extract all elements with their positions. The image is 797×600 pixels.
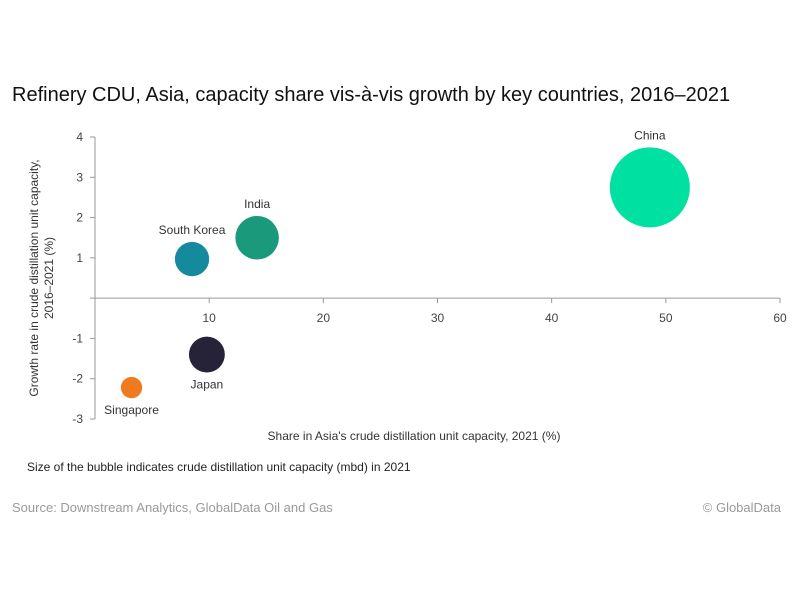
chart-title: Refinery CDU, Asia, capacity share vis-à…	[12, 84, 731, 106]
x-tick-labels: 10 20 30 40 50 60	[202, 311, 787, 325]
bubble-label-india: India	[244, 197, 270, 211]
y-tick-label: -2	[72, 372, 83, 386]
bubble-singapore	[120, 376, 143, 399]
bubble-size-note: Size of the bubble indicates crude disti…	[27, 460, 411, 474]
bubble-china	[609, 147, 690, 228]
y-tick-label: -3	[72, 412, 83, 426]
copyright-text: © GlobalData	[702, 500, 781, 515]
source-text: Source: Downstream Analytics, GlobalData…	[12, 500, 333, 515]
bubble-india	[235, 215, 279, 260]
bubble-japan	[188, 336, 225, 373]
bubble-labels: China India South Korea Japan Singapore	[104, 128, 666, 417]
bubble-label-japan: Japan	[191, 377, 224, 391]
bubble-label-china: China	[634, 128, 666, 142]
x-tick-label: 40	[545, 311, 559, 325]
x-tick-label: 20	[317, 311, 331, 325]
bubble-south-korea	[174, 241, 210, 277]
x-tick-label: 30	[431, 311, 445, 325]
x-tick-label: 60	[773, 311, 787, 325]
y-axis-title-line-1: Growth rate in crude distillation unit c…	[27, 159, 41, 396]
y-tick-label: 2	[76, 211, 83, 225]
bubbles	[120, 147, 690, 399]
y-tick-label: 1	[76, 251, 83, 265]
y-tick-label: 4	[76, 130, 83, 144]
chart-axes	[90, 136, 781, 420]
bubble-label-singapore: Singapore	[104, 403, 159, 417]
y-tick-label: 3	[76, 170, 83, 184]
y-tick-label: -1	[72, 331, 83, 345]
bubble-label-south-korea: South Korea	[159, 223, 226, 237]
x-axis-title: Share in Asia's crude distillation unit …	[268, 429, 561, 443]
y-tick-labels: -3 -2 -1 1 2 3 4	[72, 130, 83, 426]
x-tick-label: 50	[659, 311, 673, 325]
y-axis-title-line-2: 2016–2021 (%)	[42, 237, 56, 319]
x-tick-label: 10	[202, 311, 216, 325]
